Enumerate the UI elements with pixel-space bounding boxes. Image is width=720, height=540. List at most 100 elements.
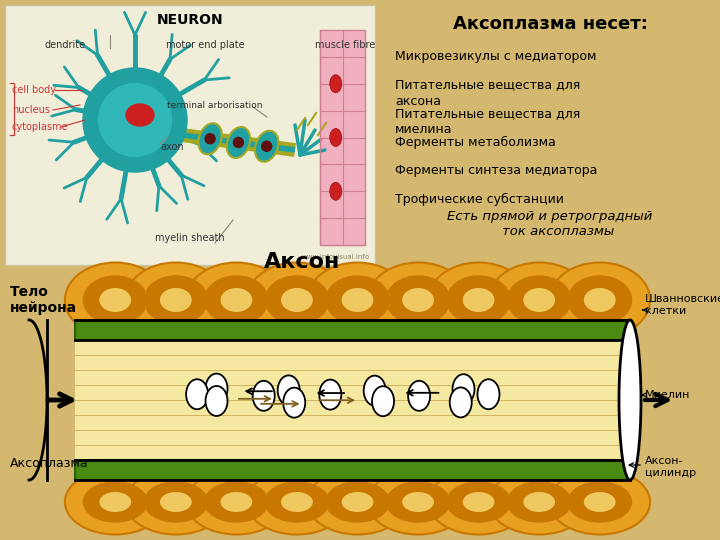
Ellipse shape <box>619 320 641 480</box>
FancyBboxPatch shape <box>75 460 630 480</box>
Ellipse shape <box>65 469 166 535</box>
Ellipse shape <box>144 276 207 324</box>
Text: Ферменты синтеза медиатора: Ферменты синтеза медиатора <box>395 164 598 178</box>
Ellipse shape <box>281 492 313 512</box>
Text: NEURON: NEURON <box>157 13 223 27</box>
Ellipse shape <box>126 104 154 126</box>
Ellipse shape <box>489 469 590 535</box>
Text: motor end plate: motor end plate <box>166 40 244 50</box>
Ellipse shape <box>220 492 252 512</box>
Ellipse shape <box>186 262 287 338</box>
Ellipse shape <box>402 492 434 512</box>
Ellipse shape <box>319 380 341 410</box>
Ellipse shape <box>584 492 616 512</box>
Ellipse shape <box>325 276 390 324</box>
Text: www.infovisual.info: www.infovisual.info <box>302 254 370 260</box>
Ellipse shape <box>463 288 495 312</box>
Text: cytoplasme: cytoplasme <box>12 122 68 132</box>
Text: Миелин: Миелин <box>645 390 690 400</box>
Ellipse shape <box>205 374 228 403</box>
Ellipse shape <box>428 262 529 338</box>
Text: миелина: миелина <box>395 123 452 136</box>
Text: terminal arborisation: terminal arborisation <box>167 100 263 110</box>
Ellipse shape <box>452 374 474 404</box>
Ellipse shape <box>199 123 222 154</box>
Ellipse shape <box>265 482 329 522</box>
Ellipse shape <box>160 288 192 312</box>
Ellipse shape <box>84 276 147 324</box>
Ellipse shape <box>65 262 166 338</box>
Ellipse shape <box>447 482 510 522</box>
Ellipse shape <box>307 262 408 338</box>
Ellipse shape <box>125 469 226 535</box>
Circle shape <box>261 141 271 151</box>
Text: nucleus: nucleus <box>12 105 50 115</box>
Ellipse shape <box>144 482 207 522</box>
Ellipse shape <box>523 492 555 512</box>
Ellipse shape <box>568 482 631 522</box>
Ellipse shape <box>99 492 131 512</box>
Ellipse shape <box>402 288 434 312</box>
Ellipse shape <box>364 376 386 406</box>
Ellipse shape <box>330 75 342 93</box>
Ellipse shape <box>386 482 450 522</box>
Ellipse shape <box>255 131 279 162</box>
Ellipse shape <box>278 375 300 406</box>
Ellipse shape <box>204 276 268 324</box>
Text: dendrite: dendrite <box>45 40 86 50</box>
Ellipse shape <box>477 379 500 409</box>
Ellipse shape <box>386 276 450 324</box>
Ellipse shape <box>463 492 495 512</box>
Ellipse shape <box>450 387 472 417</box>
Ellipse shape <box>408 381 430 411</box>
Ellipse shape <box>447 276 510 324</box>
Ellipse shape <box>125 262 226 338</box>
Text: myelin sheath: myelin sheath <box>156 233 225 243</box>
Ellipse shape <box>508 482 571 522</box>
Ellipse shape <box>568 276 631 324</box>
Ellipse shape <box>246 262 347 338</box>
Text: Трофические субстанции: Трофические субстанции <box>395 193 564 206</box>
Ellipse shape <box>523 288 555 312</box>
Text: Питательные вещества для: Питательные вещества для <box>395 79 580 92</box>
Text: muscle fibre: muscle fibre <box>315 40 375 50</box>
Text: Тело
нейрона: Тело нейрона <box>10 285 77 315</box>
Ellipse shape <box>205 386 228 416</box>
Ellipse shape <box>186 379 208 409</box>
FancyBboxPatch shape <box>75 340 630 460</box>
Ellipse shape <box>204 482 268 522</box>
Ellipse shape <box>84 482 147 522</box>
Ellipse shape <box>368 262 469 338</box>
Ellipse shape <box>330 129 342 146</box>
Ellipse shape <box>227 127 250 158</box>
Ellipse shape <box>372 386 394 416</box>
Text: Аксоплазма несет:: Аксоплазма несет: <box>453 15 647 33</box>
Ellipse shape <box>160 492 192 512</box>
Ellipse shape <box>186 469 287 535</box>
Ellipse shape <box>281 288 313 312</box>
Ellipse shape <box>330 183 342 200</box>
Text: аксона: аксона <box>395 94 441 107</box>
Ellipse shape <box>246 469 347 535</box>
Ellipse shape <box>265 276 329 324</box>
FancyBboxPatch shape <box>5 5 375 265</box>
Ellipse shape <box>283 388 305 417</box>
Text: cell body: cell body <box>12 85 56 95</box>
Ellipse shape <box>253 381 275 411</box>
Text: Аксон: Аксон <box>264 252 341 272</box>
Ellipse shape <box>325 482 390 522</box>
Ellipse shape <box>428 469 529 535</box>
FancyBboxPatch shape <box>320 30 365 245</box>
Ellipse shape <box>584 288 616 312</box>
Text: Питательные вещества для: Питательные вещества для <box>395 107 580 120</box>
Circle shape <box>83 68 187 172</box>
Text: Есть прямой и ретроградный
    ток аксоплазмы: Есть прямой и ретроградный ток аксоплазм… <box>447 210 653 238</box>
Text: axon: axon <box>160 142 184 152</box>
Ellipse shape <box>508 276 571 324</box>
Ellipse shape <box>307 469 408 535</box>
FancyBboxPatch shape <box>75 320 630 340</box>
Text: Шванновские
клетки: Шванновские клетки <box>645 294 720 316</box>
Text: Аксон-
цилиндр: Аксон- цилиндр <box>645 456 696 478</box>
Ellipse shape <box>368 469 469 535</box>
Ellipse shape <box>489 262 590 338</box>
